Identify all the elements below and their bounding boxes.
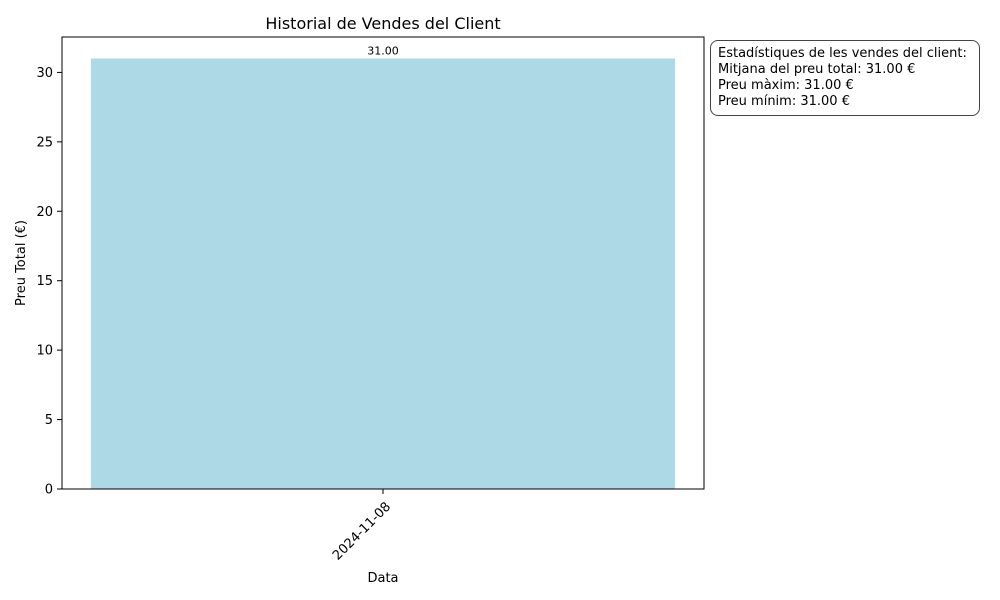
bar-2024-11-08 xyxy=(90,58,676,490)
stats-heading: Estadístiques de les vendes del client: xyxy=(718,46,967,61)
y-tick-label: 10 xyxy=(36,344,53,359)
stats-max: Preu màxim: 31.00 € xyxy=(718,78,854,93)
y-axis-label: Preu Total (€) xyxy=(14,220,29,306)
y-tick-label: 5 xyxy=(45,413,53,428)
axes-frame xyxy=(61,36,705,490)
bar-value-label: 31.00 xyxy=(367,45,399,58)
stats-mean: Mitjana del preu total: 31.00 € xyxy=(718,62,916,77)
y-tick-label: 25 xyxy=(36,135,53,150)
chart-title: Historial de Vendes del Client xyxy=(265,14,500,33)
stats-box: Estadístiques de les vendes del client: … xyxy=(710,40,980,116)
plot-area: 31.00 2024-11-08 0 5 10 15 20 25 30 xyxy=(36,36,705,563)
x-axis-label: Data xyxy=(367,571,398,586)
y-tick-label: 15 xyxy=(36,274,53,289)
y-tick-label: 0 xyxy=(45,483,53,498)
y-tick-label: 30 xyxy=(36,66,53,81)
y-tick-label: 20 xyxy=(36,205,53,220)
stats-min: Preu mínim: 31.00 € xyxy=(718,94,850,109)
x-tick-label: 2024-11-08 xyxy=(330,499,394,563)
